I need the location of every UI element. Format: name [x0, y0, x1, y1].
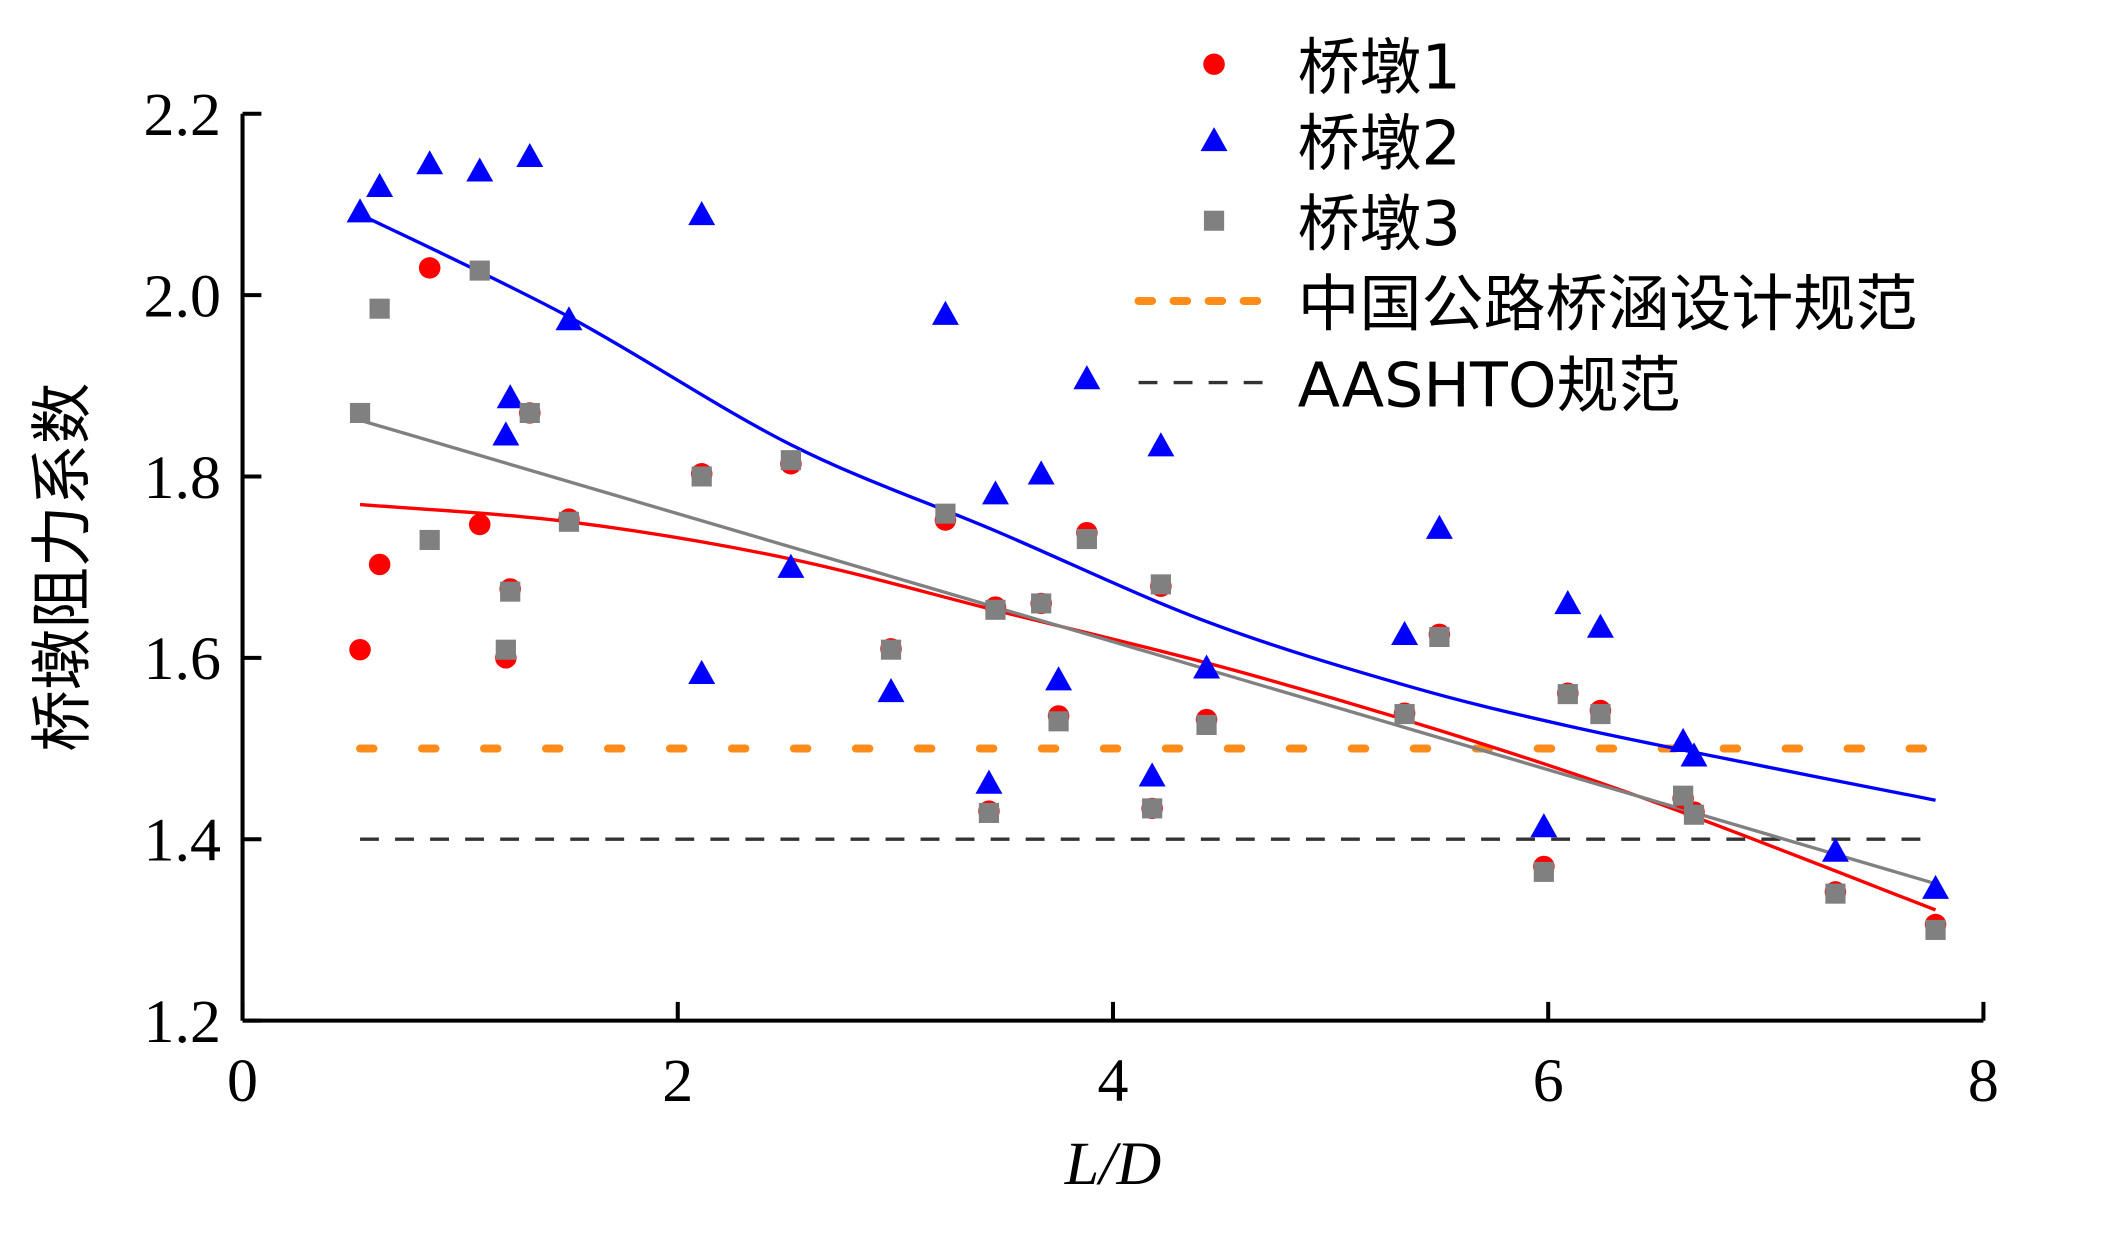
series2-point [975, 769, 1003, 794]
series2-point [1193, 654, 1221, 679]
series3-point [500, 581, 521, 602]
series3-point [780, 450, 802, 471]
series2-point [466, 157, 494, 182]
series2-point [1586, 613, 1614, 638]
series3-point [1394, 704, 1415, 725]
series2-point [366, 172, 394, 197]
series2-point [688, 659, 716, 684]
series3-point [1590, 704, 1611, 725]
series3-point [1196, 714, 1217, 735]
series2-point [416, 150, 444, 175]
series2-point [688, 200, 716, 226]
legend-marker [1203, 210, 1225, 231]
x-tick-label: 4 [1097, 1047, 1128, 1115]
series2-point [1073, 365, 1101, 390]
series3-point [349, 402, 371, 424]
plot-area [346, 142, 1950, 940]
series3-point [691, 466, 712, 487]
series3-point [1150, 574, 1171, 595]
x-tick-label: 8 [1968, 1047, 1999, 1115]
y-tick-label: 1.8 [144, 444, 221, 512]
series3-point [1825, 883, 1846, 904]
series3-point [1557, 684, 1578, 705]
y-tick-label: 2.2 [144, 81, 221, 149]
series3-point [978, 802, 1000, 823]
series3-point [1429, 626, 1450, 648]
series2-point [1425, 514, 1453, 539]
series3-point [495, 639, 516, 660]
legend-label: AASHTO规范 [1298, 350, 1681, 422]
fit-3-curve [359, 418, 1937, 886]
x-axis-label: L/D [1064, 1130, 1161, 1198]
series2-point [1530, 813, 1558, 838]
x-tick-label: 2 [662, 1047, 693, 1115]
series3-point [935, 503, 956, 524]
y-axis-label: 桥墩阻力系数 [26, 383, 98, 752]
x-tick-label: 0 [227, 1047, 258, 1115]
series2-point [931, 300, 959, 325]
y-tick-label: 1.4 [144, 807, 221, 875]
series3-point [419, 529, 440, 550]
series2-point [1391, 620, 1419, 645]
series3-point [469, 260, 490, 281]
series2-point [496, 384, 524, 409]
series2-point [555, 306, 583, 331]
series3-point [1142, 798, 1163, 819]
series2-point [1669, 727, 1697, 752]
y-tick-label: 1.6 [144, 625, 221, 693]
series2-point [777, 553, 805, 578]
series3-point [1925, 919, 1946, 940]
series1-point [349, 638, 371, 661]
series2-point [1045, 666, 1073, 691]
series2-point [1147, 432, 1175, 457]
series3-point [1048, 711, 1069, 732]
series2-point [1027, 460, 1055, 485]
series3-point [1031, 593, 1052, 614]
series3-point [1076, 529, 1097, 550]
series2-point [1680, 742, 1708, 767]
series1-point [368, 553, 391, 576]
legend-label: 桥墩1 [1298, 31, 1461, 103]
series2-point [1554, 590, 1582, 615]
series1-point [418, 257, 441, 279]
series2-point [1821, 837, 1849, 862]
series2-point [1922, 874, 1950, 899]
legend-marker [1200, 127, 1228, 152]
series2-point [877, 678, 905, 703]
series2-point [981, 480, 1009, 505]
legend-marker [1203, 53, 1225, 75]
series3-point [519, 402, 540, 424]
series3-point [1683, 804, 1705, 825]
fit-1-curve [359, 502, 1937, 912]
series3-point [1533, 861, 1554, 882]
series3-point [1673, 785, 1694, 806]
series2-point [1138, 762, 1166, 787]
legend-label: 中国公路桥涵设计规范 [1298, 268, 1918, 340]
x-tick-label: 6 [1533, 1047, 1564, 1115]
series1-point [468, 513, 491, 536]
series3-point [558, 511, 580, 532]
legend-label: 桥墩3 [1298, 188, 1461, 260]
series3-point [985, 599, 1006, 620]
legend-label: 桥墩2 [1298, 108, 1461, 180]
series2-point [516, 142, 544, 168]
series2-point [492, 421, 520, 446]
series3-point [369, 298, 390, 319]
y-tick-label: 1.2 [144, 988, 221, 1056]
series3-point [880, 639, 902, 660]
series2-point [346, 198, 374, 223]
y-tick-label: 2.0 [144, 263, 221, 331]
